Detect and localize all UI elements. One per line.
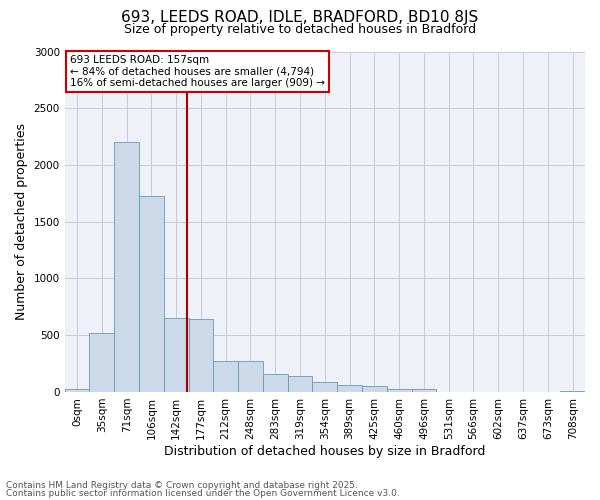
Bar	[114, 142, 139, 392]
Bar	[65, 388, 89, 392]
Text: Size of property relative to detached houses in Bradford: Size of property relative to detached ho…	[124, 22, 476, 36]
Bar	[214, 362, 238, 392]
Text: 693 LEEDS ROAD: 157sqm
← 84% of detached houses are smaller (4,794)
16% of semi-: 693 LEEDS ROAD: 157sqm ← 84% of detached…	[70, 55, 325, 88]
Text: 693, LEEDS ROAD, IDLE, BRADFORD, BD10 8JS: 693, LEEDS ROAD, IDLE, BRADFORD, BD10 8J…	[121, 10, 479, 25]
Bar	[362, 386, 387, 392]
Bar	[337, 385, 362, 392]
Bar	[89, 333, 114, 392]
X-axis label: Distribution of detached houses by size in Bradford: Distribution of detached houses by size …	[164, 444, 485, 458]
Bar	[139, 196, 164, 392]
Text: Contains public sector information licensed under the Open Government Licence v3: Contains public sector information licen…	[6, 488, 400, 498]
Bar	[188, 320, 214, 392]
Bar	[287, 376, 313, 392]
Bar	[412, 388, 436, 392]
Y-axis label: Number of detached properties: Number of detached properties	[15, 123, 28, 320]
Bar	[387, 388, 412, 392]
Bar	[164, 318, 188, 392]
Text: Contains HM Land Registry data © Crown copyright and database right 2025.: Contains HM Land Registry data © Crown c…	[6, 481, 358, 490]
Bar	[560, 391, 585, 392]
Bar	[313, 382, 337, 392]
Bar	[238, 362, 263, 392]
Bar	[263, 374, 287, 392]
